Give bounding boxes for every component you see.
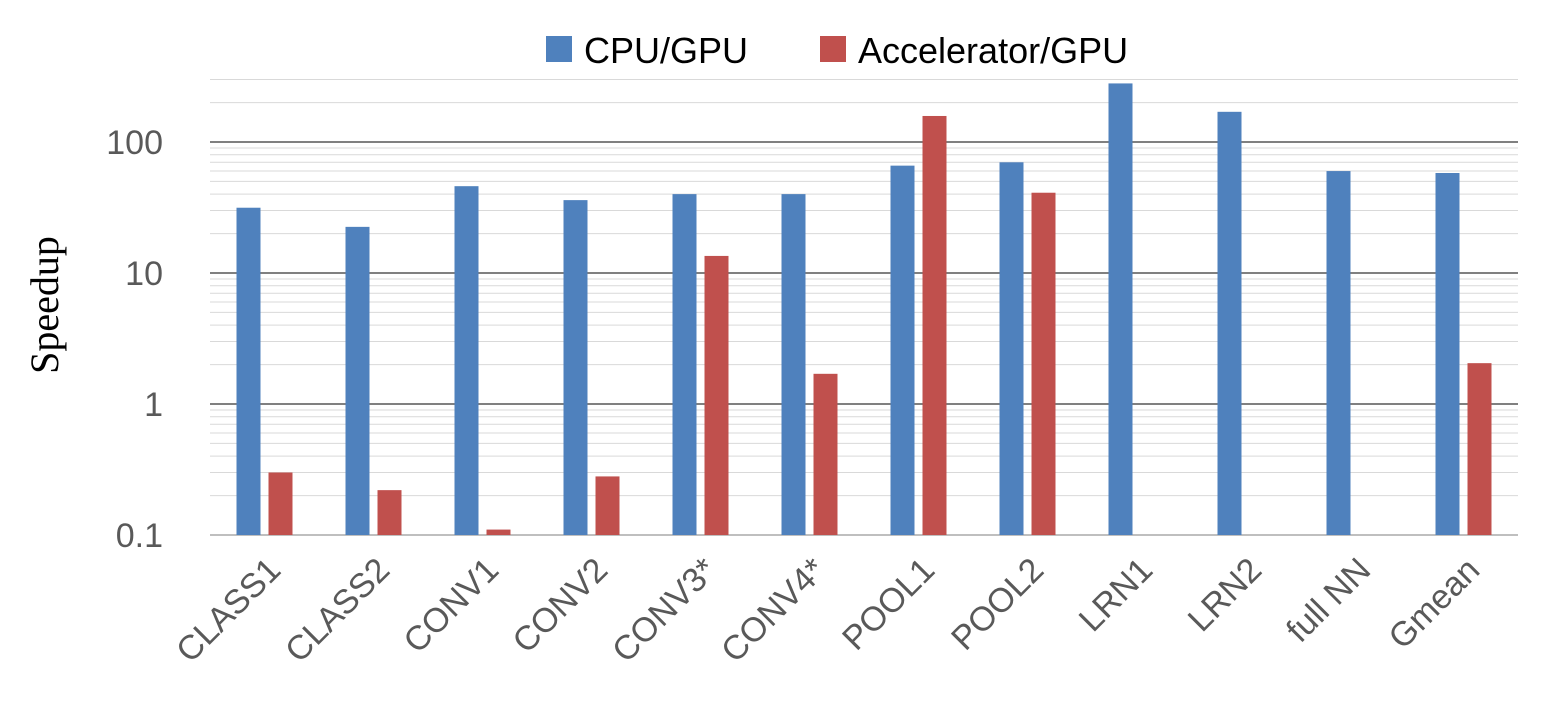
y-tick-label: 10: [125, 255, 163, 293]
bar-accelerator-gpu-class2: [377, 490, 402, 535]
bar-accelerator-gpu-class1: [268, 472, 293, 535]
y-tick-label: 0.1: [116, 517, 163, 555]
x-tick-label: CLASS2: [278, 551, 397, 670]
bar-cpu-gpu-full-nn: [1326, 171, 1351, 535]
x-tick-label: Gmean: [1381, 551, 1487, 657]
bar-cpu-gpu-conv1: [454, 186, 479, 536]
y-axis-ticks: 0.1 1 10 100: [106, 124, 163, 555]
gridlines: [210, 78, 1518, 536]
bar-accelerator-gpu-conv1: [486, 529, 511, 535]
bar-cpu-gpu-pool2: [999, 162, 1024, 535]
x-tick-label: POOL1: [835, 551, 942, 658]
legend: CPU/GPU Accelerator/GPU: [546, 30, 1128, 71]
x-tick-label: LRN1: [1072, 551, 1160, 639]
bar-cpu-gpu-conv4-: [781, 194, 806, 536]
bar-accelerator-gpu-conv3-: [704, 255, 729, 535]
bars: [236, 83, 1492, 536]
x-tick-label: CONV4*: [714, 551, 833, 670]
bar-accelerator-gpu-conv4-: [813, 373, 838, 535]
y-tick-label: 1: [144, 386, 163, 424]
x-tick-label: CONV3*: [605, 551, 724, 670]
legend-label: CPU/GPU: [584, 30, 748, 71]
bar-cpu-gpu-lrn2: [1217, 111, 1242, 535]
x-tick-label: LRN2: [1181, 551, 1269, 639]
bar-cpu-gpu-lrn1: [1108, 83, 1133, 535]
y-tick-label: 100: [106, 124, 163, 162]
x-tick-label: POOL2: [944, 551, 1051, 658]
x-tick-label: CLASS1: [169, 551, 288, 670]
bar-accelerator-gpu-gmean: [1467, 363, 1492, 535]
bar-cpu-gpu-conv3-: [672, 194, 697, 536]
bar-cpu-gpu-conv2: [563, 200, 588, 535]
bar-accelerator-gpu-conv2: [595, 476, 620, 535]
bar-cpu-gpu-class2: [345, 226, 370, 536]
bar-cpu-gpu-class1: [236, 207, 261, 535]
bar-cpu-gpu-pool1: [890, 165, 915, 535]
legend-swatch: [546, 36, 572, 62]
x-tick-label: CONV2: [505, 551, 615, 661]
bar-accelerator-gpu-pool2: [1031, 192, 1056, 535]
x-tick-label: full NN: [1279, 551, 1378, 650]
bar-accelerator-gpu-pool1: [922, 115, 947, 535]
y-axis-title: Speedup: [22, 236, 67, 374]
legend-swatch: [820, 36, 846, 62]
bar-cpu-gpu-gmean: [1435, 172, 1460, 535]
x-tick-label: CONV1: [396, 551, 506, 661]
legend-label: Accelerator/GPU: [858, 30, 1128, 71]
